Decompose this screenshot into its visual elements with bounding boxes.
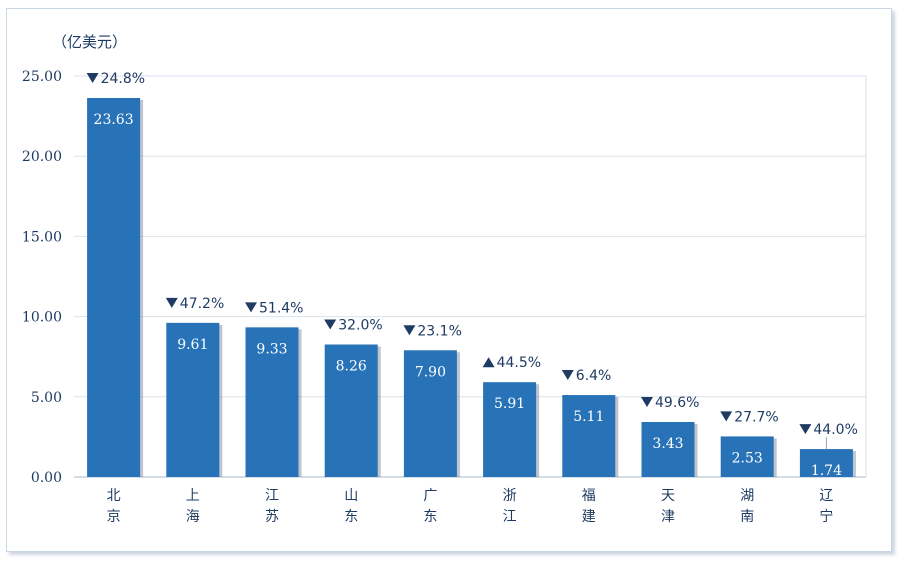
bar-value-label: 7.90	[415, 364, 446, 380]
y-axis-ticks: 0.00 5.00 10.00 15.00 20.00 25.00	[22, 69, 62, 486]
bar	[166, 322, 220, 477]
y-tick-label: 20.00	[22, 149, 62, 165]
change-label: 47.2%	[180, 296, 224, 312]
y-tick-label: 25.00	[22, 69, 62, 85]
decrease-arrow-icon	[324, 319, 337, 330]
category-label: 辽宁	[819, 488, 833, 525]
change-label: 51.4%	[259, 300, 303, 316]
bar-value-label: 8.26	[336, 359, 367, 375]
change-label: 27.7%	[734, 409, 778, 425]
bar	[403, 350, 457, 477]
decrease-arrow-icon	[799, 424, 812, 435]
bar-value-label: 1.74	[811, 463, 842, 479]
bar-value-label: 5.11	[573, 409, 604, 425]
labels: 23.63 24.8% 北京 9.61 47.2% 上海 9.33 51.4% 江苏 8.26 32…	[86, 71, 858, 525]
bar-value-label: 23.63	[94, 112, 134, 128]
category-label: 天津	[661, 488, 675, 525]
bar	[245, 327, 299, 477]
bar	[799, 449, 853, 477]
bar	[641, 421, 695, 477]
category-label: 湖南	[740, 488, 754, 525]
category-label: 福建	[582, 488, 596, 525]
bars	[87, 97, 856, 478]
bar-value-label: 3.43	[652, 436, 683, 452]
category-label: 江苏	[265, 488, 279, 525]
decrease-arrow-icon	[165, 297, 178, 308]
decrease-arrow-icon	[403, 325, 416, 336]
bar	[562, 395, 616, 477]
change-label: 23.1%	[417, 323, 461, 339]
unit-label: （亿美元）	[52, 33, 127, 51]
bar	[324, 344, 378, 477]
decrease-arrow-icon	[561, 370, 574, 381]
bar	[483, 382, 537, 477]
decrease-arrow-icon	[720, 411, 733, 422]
bar	[720, 436, 774, 477]
change-label: 24.8%	[101, 71, 145, 87]
change-label: 32.0%	[338, 318, 382, 334]
category-label: 广东	[423, 488, 437, 525]
category-label: 北京	[107, 488, 121, 525]
bar	[87, 97, 141, 478]
change-label: 49.6%	[655, 395, 699, 411]
y-tick-label: 5.00	[31, 390, 62, 406]
increase-arrow-icon	[482, 357, 495, 368]
decrease-arrow-icon	[86, 72, 99, 83]
change-label: 44.0%	[813, 422, 857, 438]
decrease-arrow-icon	[245, 302, 257, 313]
change-label: 44.5%	[497, 355, 541, 371]
category-label: 上海	[186, 488, 200, 525]
bar-value-label: 9.61	[177, 337, 208, 353]
bar-value-label: 9.33	[256, 341, 287, 357]
y-tick-label: 0.00	[31, 470, 62, 486]
bar-value-label: 2.53	[732, 450, 763, 466]
change-label: 6.4%	[576, 368, 612, 384]
y-tick-label: 10.00	[22, 310, 62, 326]
decrease-arrow-icon	[641, 396, 653, 407]
category-label: 山东	[344, 488, 358, 525]
category-label: 浙江	[503, 488, 517, 525]
bar-value-label: 5.91	[494, 396, 525, 412]
y-tick-label: 15.00	[22, 229, 62, 245]
